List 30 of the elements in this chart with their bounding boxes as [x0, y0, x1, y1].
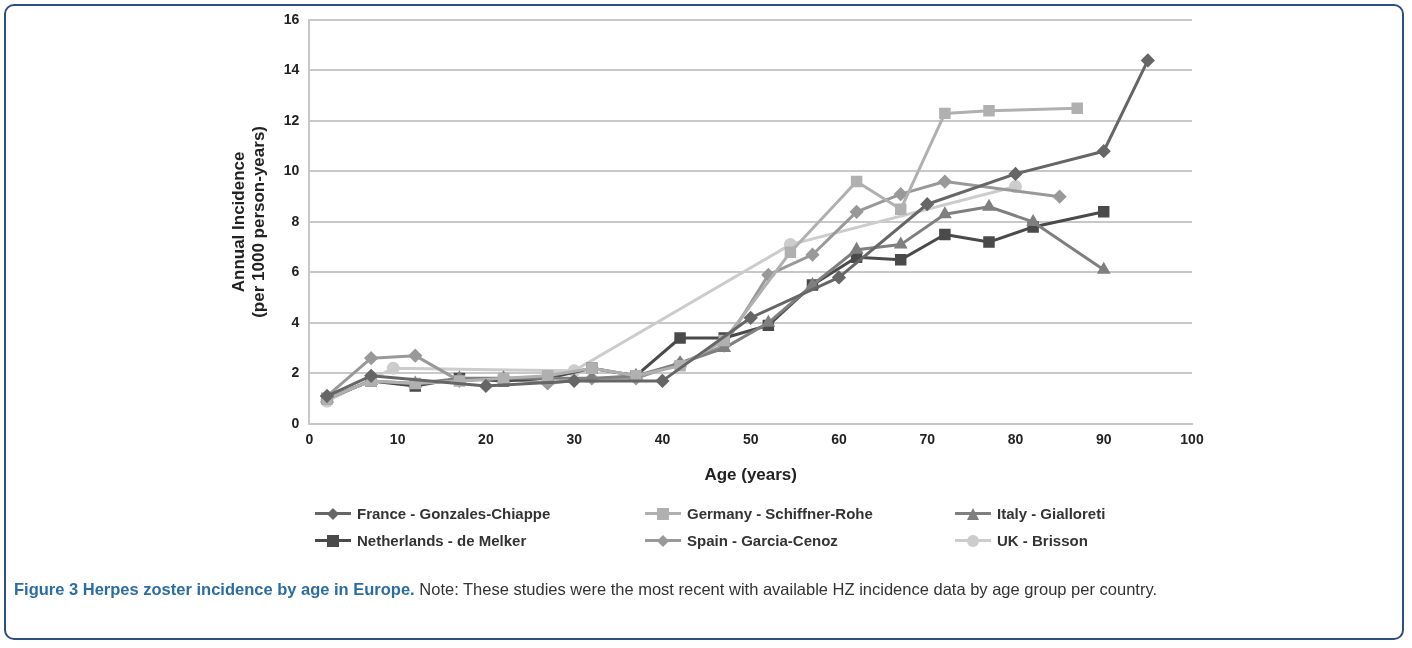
caption: Figure 3 Herpes zoster incidence by age in Europe. — [14, 580, 415, 598]
x-tick-label: 70 — [919, 431, 936, 448]
y-tick-label: 4 — [291, 313, 300, 330]
y-tick-label: 8 — [291, 212, 300, 229]
y-tick-label: 16 — [283, 10, 300, 27]
y-tick-label: 2 — [291, 364, 300, 381]
x-axis-title: Age (years) — [704, 465, 797, 485]
x-tick-label: 50 — [742, 431, 759, 448]
legend-label: Germany - Schiffner-Rohe — [687, 505, 873, 522]
y-tick-label: 0 — [291, 414, 300, 431]
legend-label: Netherlands - de Melker — [357, 532, 527, 549]
legend-label: Italy - Gialloreti — [997, 505, 1106, 522]
legend-label: France - Gonzales-Chiappe — [357, 505, 551, 522]
x-tick-label: 100 — [1180, 431, 1204, 448]
y-tick-label: 10 — [283, 162, 300, 179]
x-tick-label: 30 — [566, 431, 583, 448]
y-tick-label: 12 — [283, 111, 300, 128]
x-tick-label: 0 — [305, 431, 314, 448]
y-tick-label: 6 — [291, 263, 300, 280]
text: Note: These studies were the most recent with available HZ incidence data by age group per country. — [418, 580, 1157, 598]
x-tick-label: 20 — [478, 431, 494, 448]
x-tick-label: 40 — [654, 431, 671, 448]
x-tick-label: 90 — [1095, 431, 1112, 448]
y-axis-title: Annual Incidence (per 1000 person-years) — [228, 125, 269, 318]
x-tick-label: 80 — [1007, 431, 1024, 448]
x-tick-label: 60 — [831, 431, 847, 448]
legend-label: UK - Brisson — [997, 532, 1088, 549]
legend-label: Spain - Garcia-Cenoz — [687, 532, 838, 549]
y-tick-label: 14 — [283, 61, 300, 78]
x-tick-label: 10 — [389, 431, 406, 448]
